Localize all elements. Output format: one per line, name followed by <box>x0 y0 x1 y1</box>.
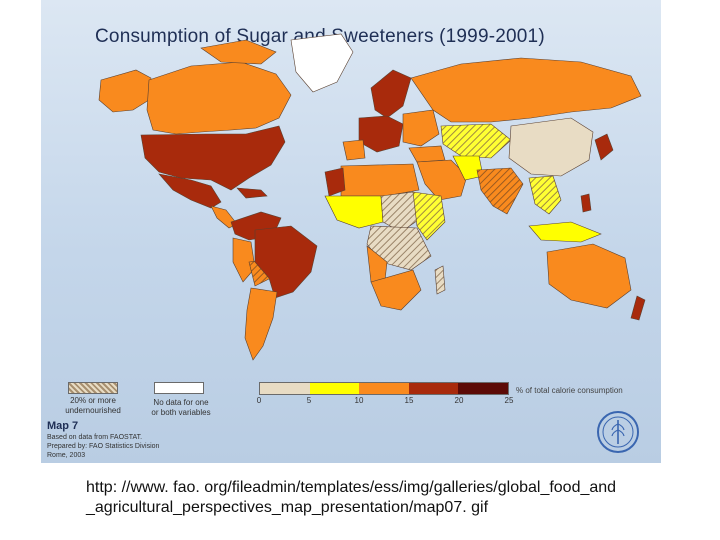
region-korea-japan <box>594 133 614 161</box>
legend-nodata-label: No data for one or both variables <box>141 398 221 418</box>
region-middle-east <box>416 159 468 201</box>
region-sahel-hatched <box>380 191 422 233</box>
legend-nodata-line2: or both variables <box>151 408 211 417</box>
legend-scale-tick: 5 <box>306 396 312 405</box>
region-caribbean <box>236 187 268 199</box>
legend-scale-tick: 10 <box>354 396 364 405</box>
world-map <box>98 33 646 361</box>
region-madagascar <box>434 265 446 295</box>
region-eastern-europe <box>402 109 440 147</box>
region-central-asia <box>440 123 512 159</box>
map-number: Map 7 <box>47 420 79 432</box>
region-indonesia <box>528 221 602 243</box>
legend-hatched-line1: 20% or more <box>70 396 116 405</box>
region-russia <box>410 57 642 123</box>
legend-scale-tick: 25 <box>504 396 514 405</box>
region-north-africa <box>340 163 420 197</box>
region-alaska <box>98 69 152 113</box>
region-australia <box>546 243 632 309</box>
source-url-line2[interactable]: _agricultural_perspectives_map_presentat… <box>86 499 489 516</box>
region-southeast-asia <box>528 175 562 215</box>
region-turkey <box>408 145 446 163</box>
source-url[interactable]: http: //www. fao. org/fileadmin/template… <box>86 478 616 518</box>
legend-color-scale <box>259 382 509 395</box>
region-arctic-islands <box>200 39 277 65</box>
legend-nodata-line1: No data for one <box>153 398 209 407</box>
region-iberia <box>342 139 366 161</box>
legend-hatched-swatch <box>68 382 118 394</box>
region-morocco <box>324 167 346 197</box>
legend-scale-tick: 15 <box>404 396 414 405</box>
map-panel: Consumption of Sugar and Sweeteners (199… <box>41 0 661 463</box>
region-india <box>476 167 524 215</box>
region-brazil <box>254 225 318 299</box>
region-new-zealand <box>630 295 646 321</box>
legend-scale-swatch-1 <box>309 383 360 394</box>
legend-scale-title: % of total calorie consumption <box>516 386 623 395</box>
region-southern-africa <box>370 269 422 311</box>
legend-hatched-line2: undernourished <box>65 406 121 415</box>
region-east-africa <box>412 191 446 241</box>
region-philippines <box>580 193 592 213</box>
region-canada <box>146 61 292 135</box>
legend-nodata-swatch <box>154 382 204 394</box>
region-peru-ecuador <box>232 237 256 283</box>
legend-scale-tick: 0 <box>256 396 262 405</box>
region-west-africa <box>324 195 384 229</box>
source-line-3: Rome, 2003 <box>47 452 86 459</box>
region-scandinavia <box>370 69 412 119</box>
legend-scale-swatch-2 <box>359 383 409 394</box>
region-china <box>508 117 594 177</box>
region-mexico <box>158 173 222 209</box>
legend-scale-swatch-3 <box>408 383 459 394</box>
region-usa <box>140 125 286 191</box>
region-argentina-chile <box>244 287 278 361</box>
region-western-europe <box>358 115 404 153</box>
source-line-2: Prepared by: FAO Statistics Division <box>47 443 160 450</box>
fao-logo <box>597 411 639 453</box>
legend-scale-swatch-0 <box>260 383 310 394</box>
source-notes: Based on data from FAOSTAT. Prepared by:… <box>47 433 159 460</box>
source-line-1: Based on data from FAOSTAT. <box>47 434 143 441</box>
legend-scale-tick: 20 <box>454 396 464 405</box>
legend-scale-swatch-4 <box>458 383 508 394</box>
legend-hatched-label: 20% or more undernourished <box>53 396 133 416</box>
source-url-line1[interactable]: http: //www. fao. org/fileadmin/template… <box>86 479 617 496</box>
region-greenland <box>290 33 354 93</box>
